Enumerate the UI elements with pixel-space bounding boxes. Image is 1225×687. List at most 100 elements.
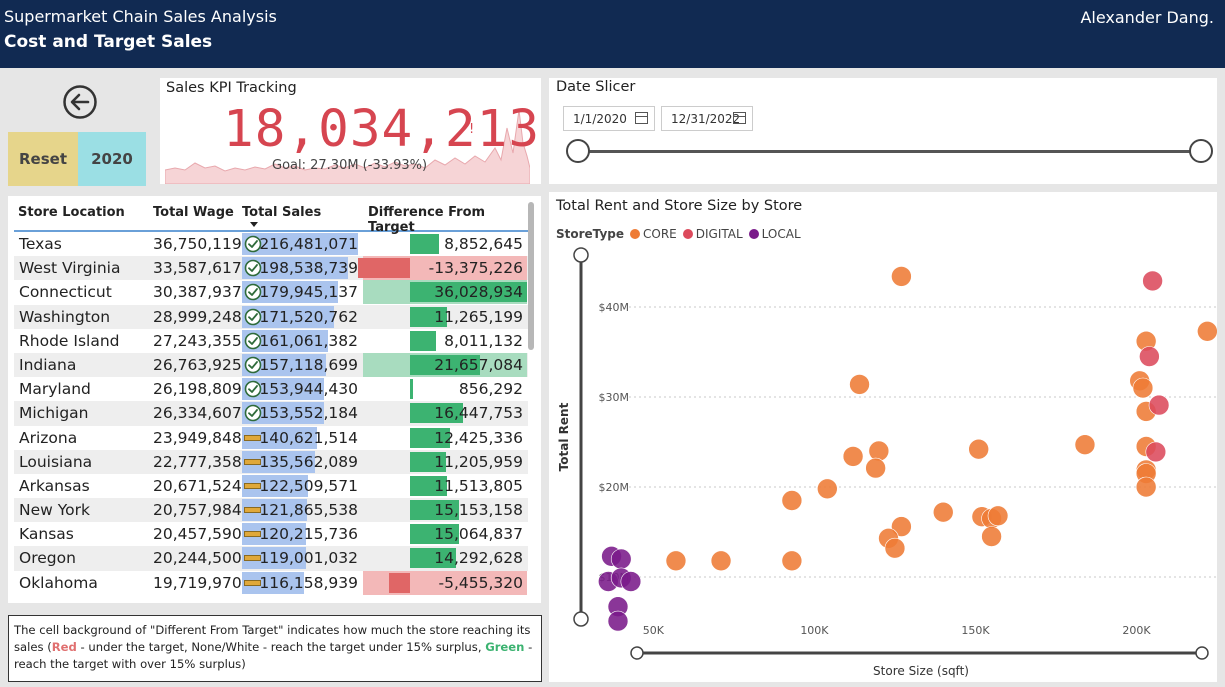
scatter-point-core[interactable] — [884, 537, 906, 559]
table-row[interactable]: Arizona 23,949,848 140,621,514 12,425,336 — [14, 426, 528, 450]
year-2020-button[interactable]: 2020 — [78, 132, 146, 186]
header-difference-from-target[interactable]: Difference From Target — [368, 205, 486, 235]
table-body: Texas 36,750,119 216,481,071 8,852,645 West … — [14, 232, 528, 595]
start-date-input[interactable]: 1/1/2020 — [563, 106, 655, 131]
warning-dash-icon — [244, 482, 261, 489]
scatter-point-core[interactable] — [1132, 377, 1154, 399]
back-arrow-icon[interactable] — [62, 84, 98, 120]
difference-bar — [410, 500, 460, 521]
difference-bar — [388, 572, 410, 593]
table-row[interactable]: Washington 28,999,248 171,520,762 11,265,19… — [14, 304, 528, 329]
legend-title: StoreType — [556, 227, 624, 241]
scatter-point-core[interactable] — [968, 438, 989, 460]
scatter-point-core[interactable] — [849, 374, 870, 395]
start-date-value: 1/1/2020 — [573, 112, 627, 126]
difference-from-target-cell: 14,292,628 — [434, 549, 523, 568]
table-row[interactable]: Louisiana 22,777,358 135,562,089 11,205,959 — [14, 449, 528, 474]
store-location-cell: Kansas — [19, 525, 74, 544]
scatter-point-core[interactable] — [710, 550, 732, 572]
x-zoom-slider-handle[interactable] — [630, 646, 644, 660]
scatter-point-core[interactable] — [865, 457, 886, 479]
end-date-handle[interactable] — [1189, 139, 1213, 163]
scatter-point-digital[interactable] — [1139, 346, 1160, 367]
y-zoom-slider-handle[interactable] — [573, 611, 589, 627]
table-row[interactable]: Rhode Island 27,243,355 161,061,382 8,011,1… — [14, 329, 528, 353]
difference-from-target-cell: 36,028,934 — [434, 283, 523, 302]
scatter-point-core[interactable] — [1197, 321, 1217, 342]
header-total-wage[interactable]: Total Wage — [153, 205, 234, 220]
warning-dash-icon — [244, 507, 261, 514]
scatter-point-core[interactable] — [987, 505, 1009, 527]
difference-bar — [410, 427, 451, 448]
legend-core-marker — [630, 229, 640, 239]
scatter-point-digital[interactable] — [1145, 441, 1167, 463]
legend-item-local[interactable]: LOCAL — [748, 227, 801, 241]
scatter-point-core[interactable] — [817, 478, 838, 500]
end-date-input[interactable]: 12/31/2022 — [661, 106, 753, 131]
difference-cell-background — [363, 426, 527, 450]
x-tick-label: 150K — [961, 624, 990, 637]
table-row[interactable]: Texas 36,750,119 216,481,071 8,852,645 — [14, 232, 528, 256]
date-slicer: Date Slicer 1/1/2020 12/31/2022 — [549, 78, 1217, 184]
difference-from-target-cell: 16,447,753 — [434, 404, 523, 423]
kpi-goal: Goal: 27.30M (-33.93%) — [272, 158, 428, 173]
scatter-point-core[interactable] — [781, 550, 803, 572]
scatter-point-local[interactable] — [607, 610, 629, 632]
difference-bar — [410, 403, 464, 424]
table-row[interactable]: Michigan 26,334,607 153,552,184 16,447,753 — [14, 401, 528, 426]
legend-item-core[interactable]: CORE — [630, 227, 677, 241]
table-scrollbar[interactable] — [528, 202, 534, 350]
table-row[interactable]: New York 20,757,984 121,865,538 15,153,158 — [14, 498, 528, 523]
scatter-point-core[interactable] — [932, 501, 954, 523]
table-row[interactable]: Oregon 20,244,500 119,001,032 14,292,628 — [14, 546, 528, 571]
table-row[interactable]: Kansas 20,457,590 120,215,736 15,064,837 — [14, 522, 528, 546]
scatter-point-core[interactable] — [1135, 476, 1157, 498]
table-row[interactable]: Connecticut 30,387,937 179,945,137 36,028,9… — [14, 280, 528, 305]
difference-from-target-cell: 12,425,336 — [434, 428, 523, 447]
scatter-point-core[interactable] — [1074, 434, 1096, 455]
total-sales-bar — [242, 378, 325, 401]
header-store-location[interactable]: Store Location — [18, 205, 125, 220]
legend-item-digital[interactable]: DIGITAL — [682, 227, 743, 241]
start-date-handle[interactable] — [566, 139, 590, 163]
difference-from-target-cell: -5,455,320 — [438, 573, 523, 592]
total-wage-cell: 23,949,848 — [153, 428, 242, 447]
scatter-point-core[interactable] — [891, 266, 912, 287]
table-row[interactable]: West Virginia 33,587,617 198,538,739 -13,37… — [14, 256, 528, 281]
store-location-cell: Rhode Island — [19, 331, 120, 350]
check-circle-icon — [244, 284, 262, 301]
table-row[interactable]: Indiana 26,763,925 157,118,699 21,657,084 — [14, 352, 528, 378]
scatter-point-core[interactable] — [781, 490, 803, 511]
x-tick-label: 50K — [643, 624, 665, 637]
scatter-point-digital[interactable] — [1148, 394, 1170, 416]
legend-local-marker — [748, 229, 759, 239]
legend-core-label: CORE — [643, 227, 677, 241]
x-zoom-slider-handle[interactable] — [1195, 646, 1209, 660]
calendar-icon[interactable] — [635, 112, 648, 124]
warning-dash-icon — [244, 458, 261, 465]
scatter-point-core[interactable] — [868, 440, 890, 462]
scatter-point-local[interactable] — [610, 548, 632, 570]
table-row[interactable]: Arkansas 20,671,524 122,509,571 11,513,805 — [14, 474, 528, 498]
scatter-point-local[interactable] — [620, 571, 642, 592]
total-wage-cell: 20,757,984 — [153, 501, 242, 520]
table-row[interactable]: Oklahoma 19,719,970 116,158,939 -5,455,320 — [14, 570, 528, 595]
calendar-icon[interactable] — [733, 112, 746, 124]
total-wage-cell: 30,387,937 — [153, 283, 242, 302]
date-range-track[interactable] — [577, 150, 1201, 153]
y-zoom-slider-handle[interactable] — [573, 247, 589, 263]
reset-button[interactable]: Reset — [8, 132, 78, 186]
sort-descending-icon[interactable] — [250, 222, 258, 227]
table-row[interactable]: Maryland 26,198,809 153,944,430 856,292 — [14, 377, 528, 401]
store-location-cell: Arkansas — [19, 476, 90, 495]
scatter-point-digital[interactable] — [1142, 270, 1163, 292]
scatter-point-core[interactable] — [665, 550, 687, 572]
total-sales-cell: 198,538,739 — [259, 259, 358, 278]
scatter-point-core[interactable] — [842, 446, 864, 467]
total-wage-cell: 20,244,500 — [153, 549, 242, 568]
total-sales-bar — [242, 571, 305, 594]
header-total-sales[interactable]: Total Sales — [242, 205, 322, 220]
scatter-point-core[interactable] — [981, 526, 1002, 547]
note-red-label: Red — [51, 640, 77, 654]
scatter-point-core[interactable] — [891, 516, 912, 537]
